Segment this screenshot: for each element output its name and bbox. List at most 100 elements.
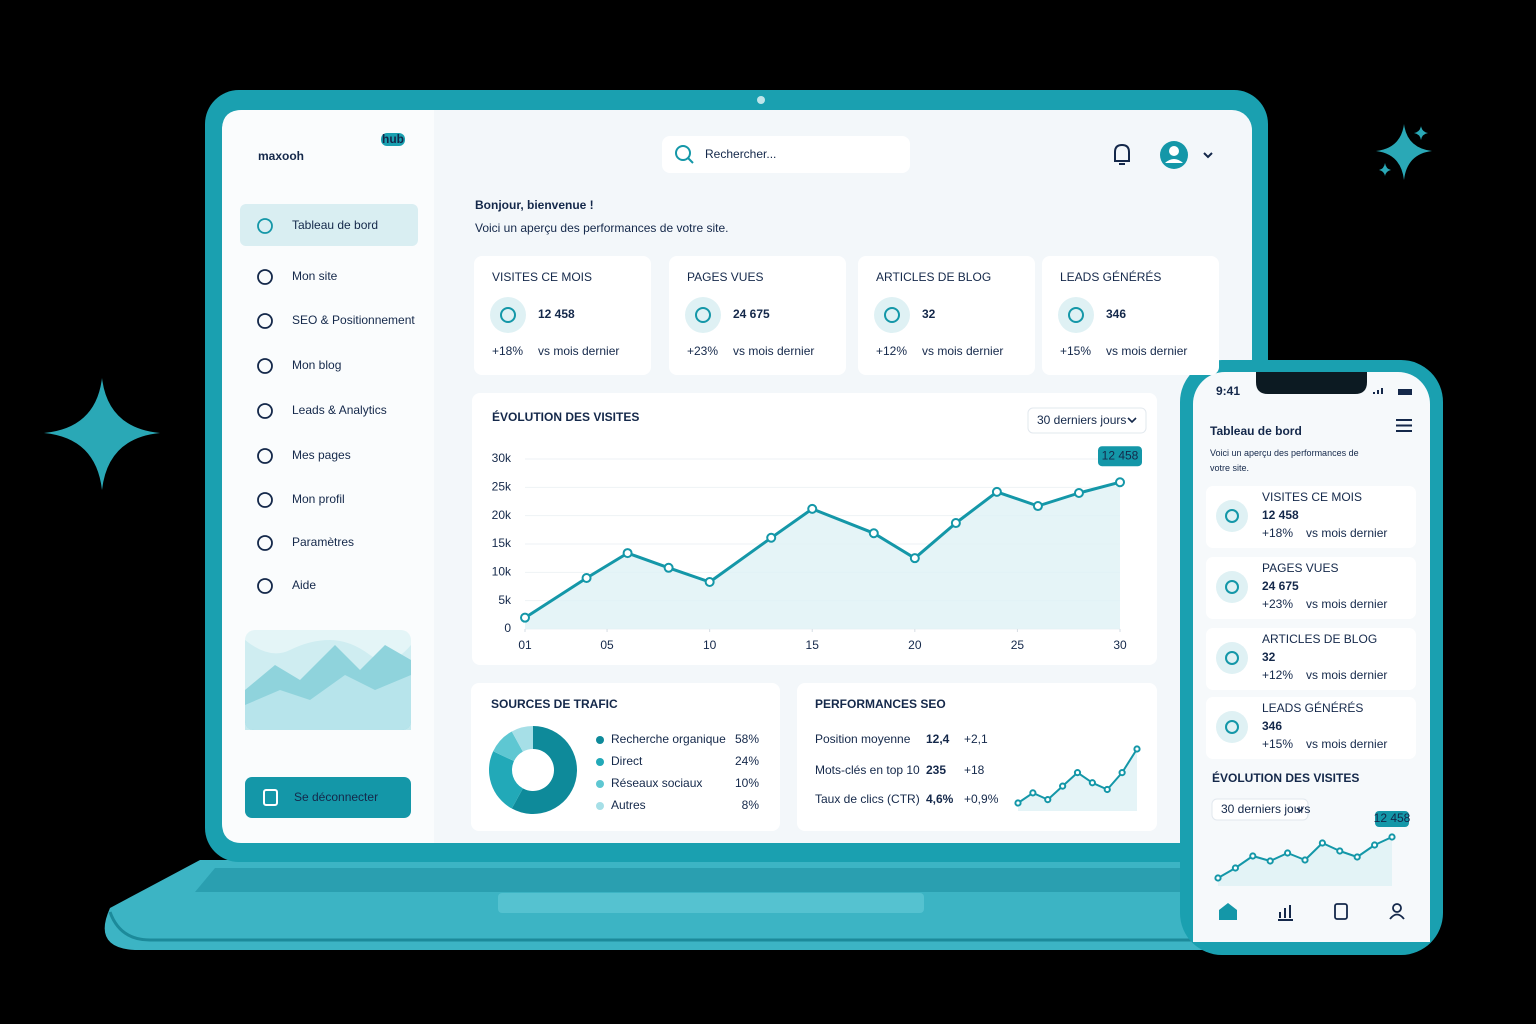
logout-button[interactable]: [245, 777, 411, 818]
pie-slice: [493, 731, 523, 762]
search-icon: [687, 157, 694, 164]
y-tick-label: 15k: [492, 536, 512, 550]
nav-item[interactable]: SEO & Positionnement: [292, 313, 415, 327]
phone-kpi-card: [1206, 628, 1416, 690]
tooltip-label: 12 458: [1374, 811, 1411, 825]
kpi-label: PAGES VUES: [687, 270, 763, 284]
y-tick-label: 0: [504, 621, 511, 635]
period-label[interactable]: 30 derniers jours: [1037, 413, 1126, 427]
y-tick-label: 25k: [492, 480, 512, 494]
phone-period-label[interactable]: 30 derniers jours: [1221, 802, 1310, 816]
nav-icon: [257, 403, 273, 419]
tab-stats[interactable]: [1278, 905, 1293, 921]
phone-notch: [1256, 372, 1367, 394]
phone-kpi-value: 24 675: [1262, 579, 1299, 593]
y-tick-label: 5k: [498, 593, 512, 607]
x-tick-label: 01: [518, 638, 532, 652]
tab-home[interactable]: [1219, 903, 1237, 920]
nav-item[interactable]: Mon profil: [292, 492, 345, 506]
data-point: [1301, 856, 1309, 864]
phone-kpi-icon: [1225, 580, 1239, 594]
sparkle: [1414, 126, 1428, 140]
nav-item[interactable]: Leads & Analytics: [292, 403, 387, 417]
data-point: [807, 503, 818, 514]
tooltip: [1375, 811, 1409, 827]
seo-value: 235: [926, 763, 946, 777]
x-tick-label: 25: [1011, 638, 1025, 652]
phone-intro-box: Voici un aperçu des performances de votr…: [1210, 448, 1359, 473]
data-point: [909, 553, 920, 564]
phone-kpi-value: 32: [1262, 650, 1276, 664]
kpi-card: [1042, 256, 1219, 375]
nav-icon: [257, 535, 273, 551]
kpi-note: vs mois dernier: [538, 344, 619, 358]
camera: [757, 96, 765, 104]
data-point: [1133, 745, 1141, 753]
kpi-icon: [500, 307, 516, 323]
nav-item[interactable]: Paramètres: [292, 535, 354, 549]
seo-value: 4,6%: [926, 792, 954, 806]
kpi-label: LEADS GÉNÉRÉS: [1060, 269, 1161, 284]
tab-profile[interactable]: [1389, 913, 1405, 920]
data-point: [766, 532, 777, 543]
kpi-card: [474, 256, 651, 375]
keyboard: [195, 868, 1270, 892]
search-placeholder[interactable]: Rechercher...: [705, 147, 776, 161]
phone-kpi-icon: [1225, 651, 1239, 665]
tab-profile[interactable]: [1392, 903, 1402, 913]
x-tick-label: 15: [806, 638, 820, 652]
data-point: [868, 528, 879, 539]
seo-title: PERFORMANCES SEO: [815, 697, 946, 711]
nav-item[interactable]: Mes pages: [292, 448, 351, 462]
phone-title: Tableau de bord: [1210, 424, 1302, 438]
search-icon: [675, 145, 691, 161]
nav-item[interactable]: Tableau de bord: [292, 218, 378, 232]
phone-kpi-label: PAGES VUES: [1262, 561, 1338, 575]
phone-kpi-change: +23%: [1262, 597, 1293, 611]
phone-period-select[interactable]: [1211, 798, 1309, 821]
phone-kpi-label: VISITES CE MOIS: [1262, 490, 1362, 504]
kpi-value: 346: [1106, 307, 1126, 321]
phone-kpi-note: vs mois dernier: [1306, 526, 1387, 540]
nav-item[interactable]: Mon site: [292, 269, 338, 283]
data-point: [1336, 847, 1344, 855]
kpi-change: +18%: [492, 344, 523, 358]
intro: Voici un aperçu des performances de votr…: [475, 221, 728, 235]
nav-item[interactable]: Aide: [292, 578, 316, 592]
data-point: [1073, 769, 1082, 777]
status-icons: [1373, 388, 1412, 395]
x-tick-label: 05: [600, 638, 614, 652]
bell-icon[interactable]: [1114, 143, 1130, 165]
data-point: [1103, 785, 1111, 794]
search-box[interactable]: [662, 136, 910, 173]
nav-icon: [257, 492, 273, 508]
phone-kpi-label: LEADS GÉNÉRÉS: [1262, 700, 1363, 715]
phone-kpi-change: +15%: [1262, 737, 1293, 751]
sparkle: [1376, 124, 1432, 180]
y-tick-label: 10k: [492, 565, 512, 579]
phone-kpi-change: +18%: [1262, 526, 1293, 540]
kpi-icon: [874, 297, 910, 333]
menu-icon[interactable]: [1396, 419, 1412, 432]
area-fill: [1018, 749, 1137, 811]
nav-item[interactable]: Mon blog: [292, 358, 341, 372]
logout-label[interactable]: Se déconnecter: [294, 790, 378, 804]
seo-label: Position moyenne: [815, 732, 911, 746]
chevron[interactable]: [1203, 152, 1213, 159]
kpi-icon: [685, 297, 721, 333]
data-point: [1318, 839, 1327, 847]
kpi-card: [858, 256, 1035, 375]
chart-title: ÉVOLUTION DES VISITES: [492, 409, 639, 424]
y-tick-label: 20k: [492, 508, 512, 522]
kpi-label: VISITES CE MOIS: [492, 270, 592, 284]
brand-badge: hub: [382, 132, 404, 146]
kpi-note: vs mois dernier: [733, 344, 814, 358]
kpi-change: +15%: [1060, 344, 1091, 358]
phone-kpi-card: [1206, 486, 1416, 548]
sparkle: [44, 378, 160, 490]
data-point: [1118, 769, 1126, 777]
base-edge: [108, 911, 1255, 942]
tab-docs[interactable]: [1334, 903, 1348, 920]
period-select[interactable]: [1027, 407, 1147, 434]
value-label: 8%: [742, 798, 760, 812]
